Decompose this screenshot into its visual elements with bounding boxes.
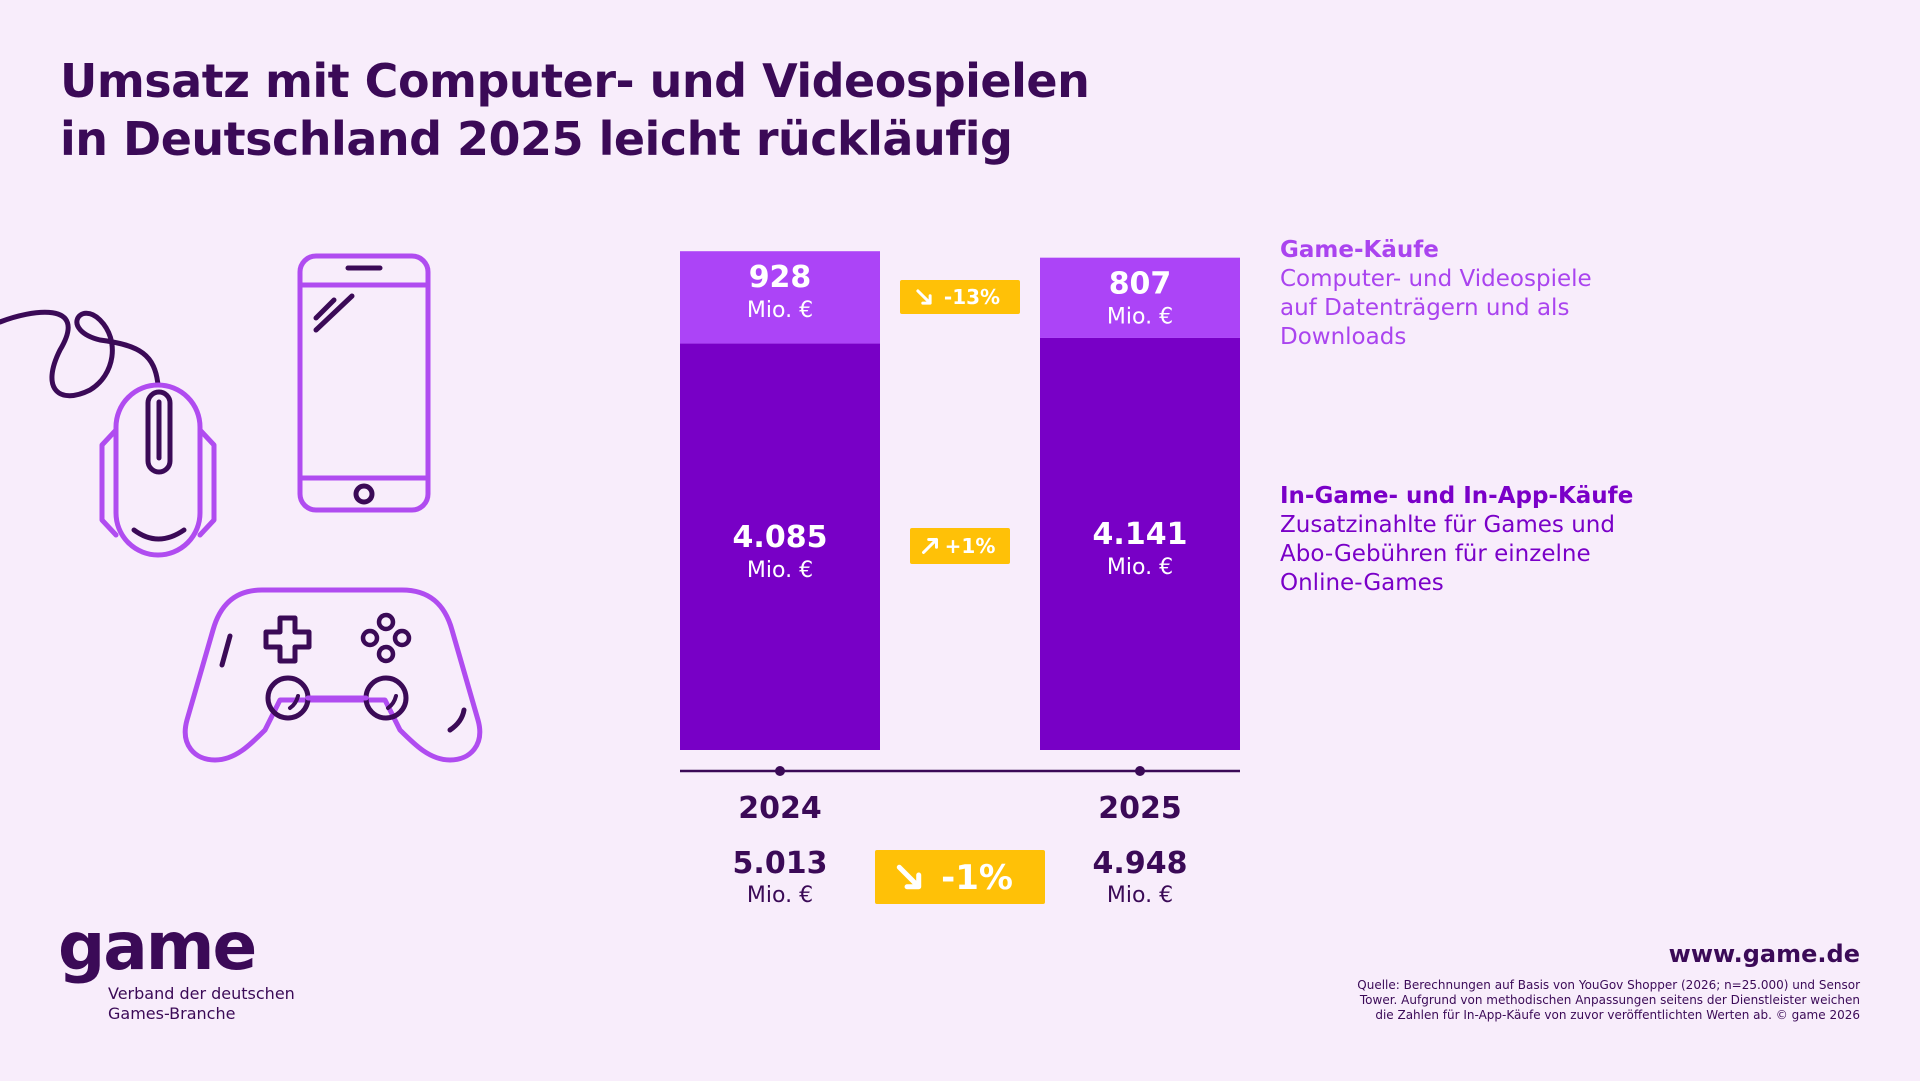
total-unit-2025: Mio. €	[1107, 883, 1173, 908]
game-logo: game Verband der deutschen Games-Branche	[58, 914, 295, 1024]
label-ingame-value-2025: 4.141	[1093, 517, 1188, 552]
legend-game-line-2: auf Datenträgern und als	[1280, 295, 1570, 321]
change-badge-ingame-arrow-icon	[922, 538, 938, 554]
bar-game-2024	[680, 251, 880, 344]
page-title: Umsatz mit Computer- und Videospielen in…	[60, 52, 1160, 168]
label-game-value-2024: 928	[749, 260, 812, 295]
legend-ingame-line-1: Zusatzinahlte für Games und	[1280, 512, 1615, 538]
total-value-2025: 4.948	[1093, 846, 1188, 881]
title-line-1: Umsatz mit Computer- und Videospielen	[60, 54, 1090, 108]
logo-subtitle: Verband der deutschen Games-Branche	[108, 984, 295, 1024]
mouse-icon	[0, 309, 217, 558]
legend-ingame-line-2: Abo-Gebühren für einzelne	[1280, 541, 1591, 567]
smartphone-icon	[297, 253, 431, 513]
website-link[interactable]: www.game.de	[1668, 940, 1860, 968]
change-badge-game-arrow-icon	[916, 289, 932, 305]
change-badge-game-text: -13%	[944, 285, 1000, 309]
legend-game-line-3: Downloads	[1280, 324, 1407, 350]
gamepad-icon	[182, 587, 483, 763]
legend-game-head: Game-Käufe	[1280, 237, 1439, 263]
legend-ingame-purchases: In-Game- und In-App-Käufe Zusatzinahlte …	[1280, 482, 1700, 598]
label-ingame-unit-2024: Mio. €	[747, 558, 813, 583]
title-line-2: in Deutschland 2025 leicht rückläufig	[60, 112, 1013, 166]
change-badge-total-text: -1%	[941, 858, 1013, 898]
change-badge-game-bg	[900, 280, 1020, 314]
change-badge-total-arrow-icon	[896, 864, 922, 890]
category-label-2025: 2025	[1098, 791, 1182, 826]
category-label-2024: 2024	[738, 791, 822, 826]
device-icons	[0, 253, 483, 763]
label-game-unit-2025: Mio. €	[1107, 305, 1173, 330]
bar-game-2025	[1040, 257, 1240, 338]
legend-game-purchases: Game-Käufe Computer- und Videospiele auf…	[1280, 236, 1700, 352]
label-ingame-unit-2025: Mio. €	[1107, 555, 1173, 580]
source-note: Quelle: Berechnungen auf Basis von YouGo…	[1357, 978, 1860, 1022]
legend-ingame-line-3: Online-Games	[1280, 570, 1444, 596]
logo-subtitle-line-2: Games-Branche	[108, 1004, 236, 1023]
bar-ingame-2025	[1040, 337, 1240, 750]
logo-word: game	[58, 908, 257, 985]
bar-ingame-2024	[680, 343, 880, 750]
label-game-value-2025: 807	[1109, 267, 1172, 302]
legend-ingame-head: In-Game- und In-App-Käufe	[1280, 483, 1634, 509]
logo-subtitle-line-1: Verband der deutschen	[108, 984, 295, 1003]
total-value-2024: 5.013	[733, 846, 828, 881]
change-badge-total-bg	[875, 850, 1045, 904]
label-ingame-value-2024: 4.085	[733, 520, 828, 555]
label-game-unit-2024: Mio. €	[747, 298, 813, 323]
legend-game-line-1: Computer- und Videospiele	[1280, 266, 1592, 292]
change-badge-ingame-text: +1%	[945, 534, 996, 558]
total-unit-2024: Mio. €	[747, 883, 813, 908]
change-badge-ingame-bg	[910, 528, 1010, 564]
